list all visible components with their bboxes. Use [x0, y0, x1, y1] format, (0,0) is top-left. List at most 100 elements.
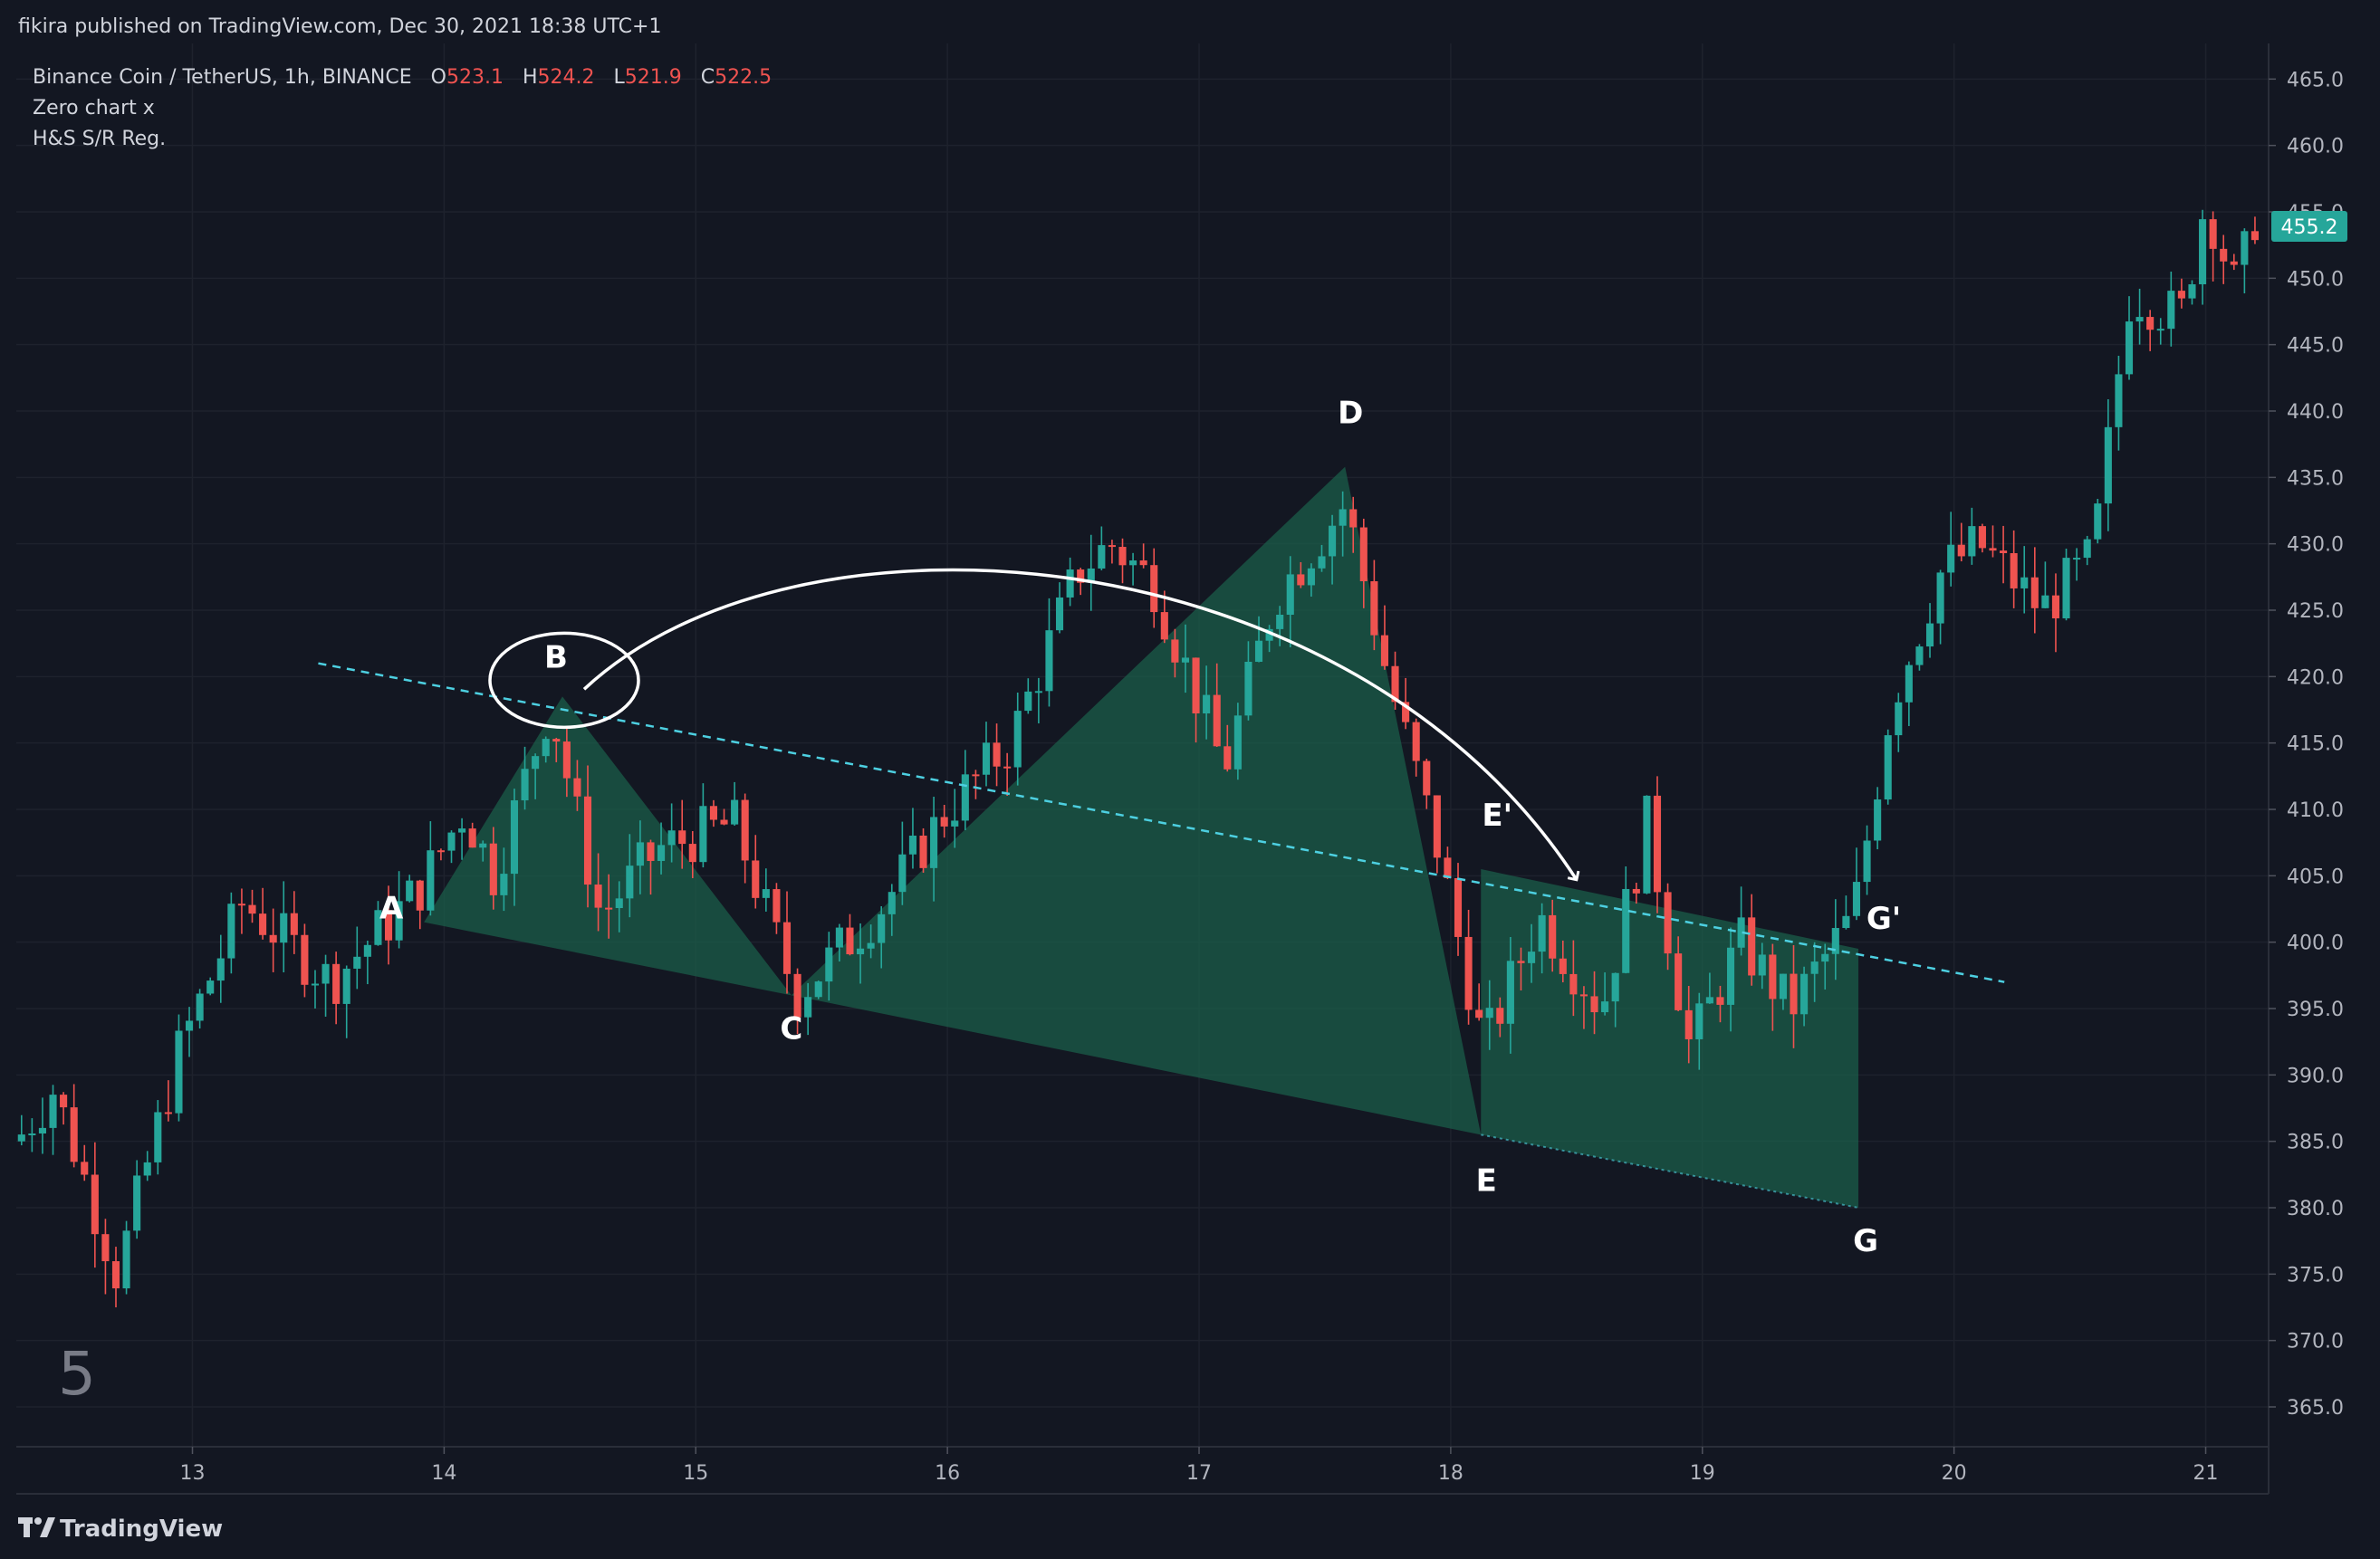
candle[interactable] — [2241, 228, 2249, 294]
candle[interactable] — [1402, 677, 1410, 730]
candle[interactable] — [731, 781, 739, 826]
candle[interactable] — [1286, 556, 1294, 647]
candle[interactable] — [762, 868, 770, 912]
candle[interactable] — [605, 874, 613, 939]
candle[interactable] — [1003, 752, 1012, 797]
candle[interactable] — [1108, 540, 1116, 564]
candle[interactable] — [311, 970, 320, 1009]
candle[interactable] — [583, 765, 592, 908]
candle[interactable] — [1276, 606, 1284, 646]
candle[interactable] — [2104, 399, 2112, 531]
candle[interactable] — [185, 1007, 194, 1057]
candle[interactable] — [17, 1114, 25, 1146]
candle[interactable] — [982, 722, 991, 787]
candle[interactable] — [1171, 628, 1179, 678]
candle[interactable] — [1936, 569, 1944, 645]
candle[interactable] — [28, 1118, 36, 1153]
candle[interactable] — [636, 820, 644, 894]
candle[interactable] — [919, 827, 927, 873]
candle[interactable] — [363, 941, 371, 985]
candle[interactable] — [2199, 209, 2207, 305]
candle[interactable] — [437, 848, 445, 861]
indicator-hs-sr-reg[interactable]: H&S S/R Reg. — [33, 128, 166, 150]
candle[interactable] — [993, 723, 1001, 787]
candle[interactable] — [1632, 882, 1640, 904]
candle[interactable] — [1160, 590, 1168, 644]
candle[interactable] — [1726, 927, 1735, 1032]
candle[interactable] — [164, 1080, 172, 1122]
candle[interactable] — [1716, 985, 1724, 1023]
candle[interactable] — [479, 840, 487, 862]
candle[interactable] — [709, 799, 718, 827]
candle[interactable] — [1349, 496, 1358, 553]
candle[interactable] — [1307, 563, 1315, 597]
candle[interactable] — [143, 1151, 151, 1181]
candle[interactable] — [2051, 573, 2060, 653]
candle[interactable] — [206, 977, 215, 996]
candle[interactable] — [1978, 523, 1986, 553]
candle[interactable] — [1318, 544, 1326, 572]
candle[interactable] — [951, 789, 959, 848]
candle[interactable] — [1045, 598, 1053, 707]
candle[interactable] — [720, 808, 728, 826]
candle[interactable] — [269, 908, 277, 972]
candle[interactable] — [70, 1084, 78, 1168]
candle[interactable] — [856, 923, 865, 984]
candle[interactable] — [930, 797, 938, 902]
candle[interactable] — [237, 888, 245, 934]
candle[interactable] — [1412, 718, 1420, 777]
candle[interactable] — [1895, 693, 1903, 752]
candle[interactable] — [468, 822, 476, 848]
candle[interactable] — [626, 834, 634, 918]
candle[interactable] — [1244, 641, 1252, 721]
candle[interactable] — [615, 881, 623, 933]
candle[interactable] — [1139, 543, 1147, 569]
candle[interactable] — [1013, 692, 1022, 786]
candle[interactable] — [196, 989, 204, 1028]
candle[interactable] — [1359, 518, 1368, 608]
candle[interactable] — [395, 871, 403, 949]
candle[interactable] — [1496, 997, 1504, 1038]
candle[interactable] — [1821, 943, 1829, 990]
candle[interactable] — [1653, 776, 1662, 913]
candle[interactable] — [290, 891, 298, 954]
candle[interactable] — [542, 736, 550, 763]
candle[interactable] — [741, 793, 749, 884]
candle[interactable] — [773, 883, 781, 934]
candle[interactable] — [814, 980, 822, 999]
candle[interactable] — [374, 901, 382, 946]
candle[interactable] — [825, 932, 833, 1001]
candle[interactable] — [793, 968, 801, 1035]
candle[interactable] — [1559, 940, 1567, 983]
candle[interactable] — [510, 789, 519, 906]
candle[interactable] — [908, 808, 916, 869]
candle[interactable] — [782, 891, 792, 994]
candle[interactable] — [699, 783, 707, 868]
candle[interactable] — [867, 924, 875, 959]
candle[interactable] — [2094, 499, 2102, 544]
candle[interactable] — [961, 750, 969, 830]
candle[interactable] — [342, 965, 350, 1038]
candle[interactable] — [216, 934, 225, 1003]
candle[interactable] — [1034, 677, 1042, 724]
candle[interactable] — [500, 847, 508, 912]
candle[interactable] — [1831, 899, 1839, 980]
candle[interactable] — [2230, 253, 2238, 271]
candle[interactable] — [1433, 795, 1441, 874]
candle[interactable] — [562, 728, 571, 798]
candle[interactable] — [2062, 549, 2070, 621]
price-axis[interactable]: 465.0460.0455.0450.0445.0440.0435.0430.0… — [2268, 43, 2344, 1494]
candle[interactable] — [1611, 972, 1619, 1028]
candle[interactable] — [2115, 355, 2123, 451]
candle[interactable] — [301, 923, 309, 998]
candle[interactable] — [49, 1085, 57, 1155]
candle[interactable] — [384, 885, 393, 965]
candle[interactable] — [154, 1100, 162, 1175]
candle[interactable] — [804, 982, 812, 1036]
candle[interactable] — [38, 1097, 46, 1154]
candle[interactable] — [458, 818, 466, 860]
candle[interactable] — [1675, 936, 1683, 1011]
candle[interactable] — [2209, 211, 2217, 282]
